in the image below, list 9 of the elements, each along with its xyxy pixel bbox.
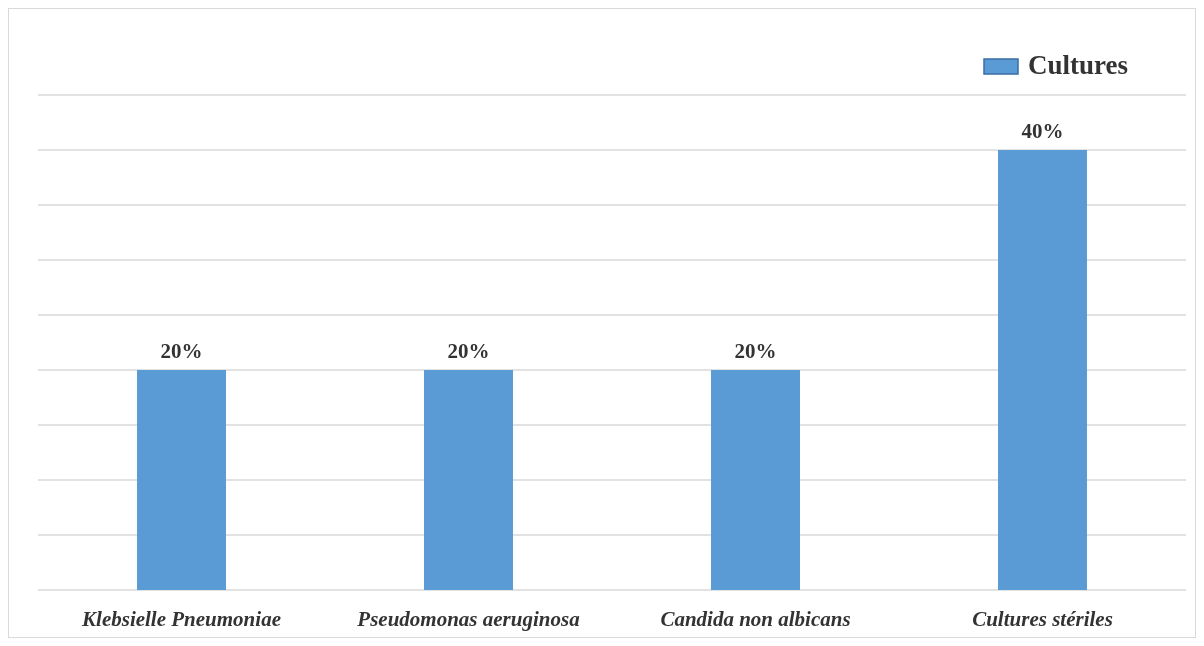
text: 20% — [734, 339, 777, 363]
x-tick-label: Pseudomonas aeruginosa — [356, 607, 580, 631]
text: 20% — [160, 339, 203, 363]
x-tick-label: Klebsielle Pneumoniae — [81, 607, 281, 631]
text: 40% — [1021, 119, 1064, 143]
text: 20% — [447, 339, 490, 363]
x-tick-label: Cultures stériles — [972, 607, 1113, 631]
legend-label: Cultures — [1028, 50, 1129, 80]
x-tick-label: Candida non albicans — [660, 607, 851, 631]
